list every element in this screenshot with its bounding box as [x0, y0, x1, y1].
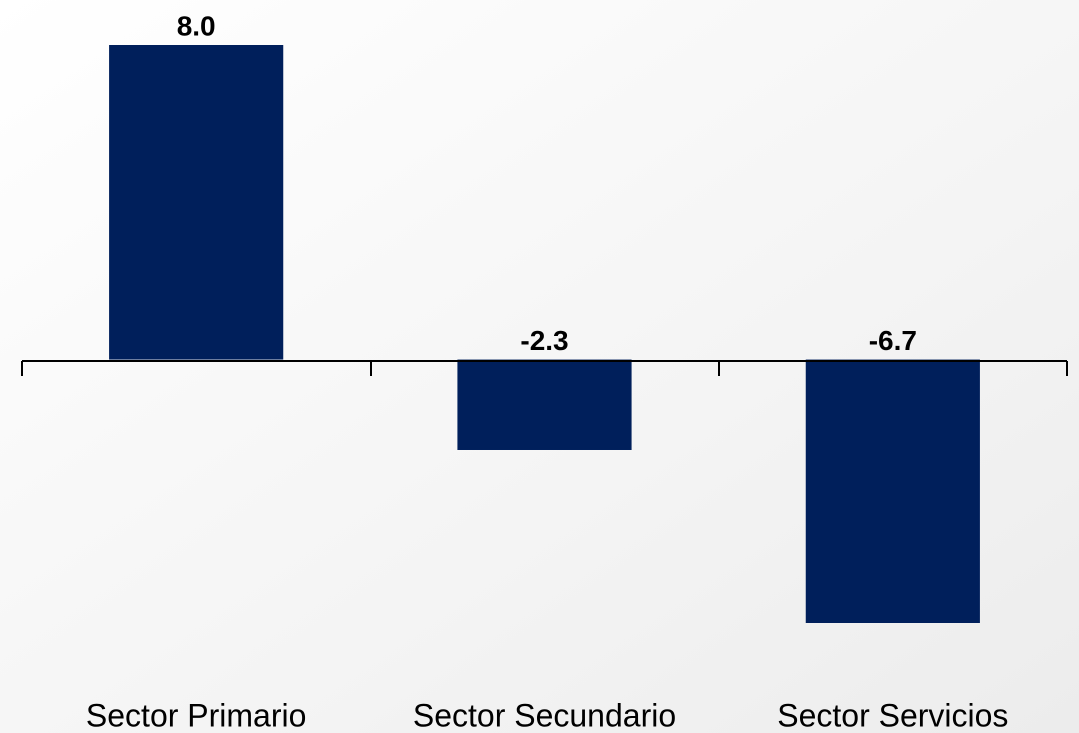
bars — [109, 45, 980, 623]
value-label: 8.0 — [177, 10, 216, 41]
bar — [109, 45, 284, 360]
category-separators — [21, 361, 1068, 376]
value-label: -6.7 — [869, 325, 917, 356]
bar — [805, 359, 980, 623]
x-tick-label: Sector Secundario — [413, 697, 676, 733]
x-tick-label: Sector Servicios — [777, 697, 1008, 733]
x-tick-label: Sector Primario — [86, 697, 307, 733]
bar — [457, 359, 632, 450]
value-label: -2.3 — [520, 325, 568, 356]
